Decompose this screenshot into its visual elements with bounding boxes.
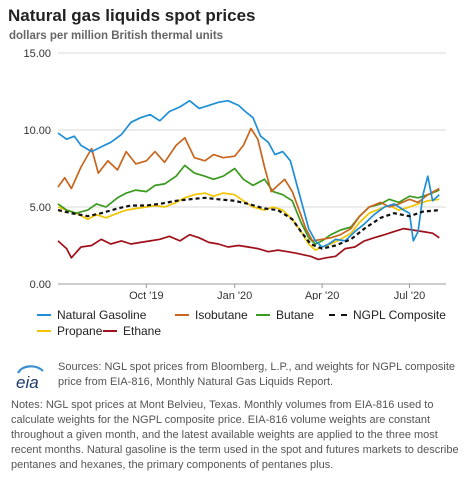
y-axis-ticks: 0.00 5.00 10.00 15.00 [23, 48, 51, 291]
y-tick-label: 5.00 [30, 202, 51, 214]
legend-item-ngpl-composite[interactable]: NGPL Composite [329, 308, 446, 322]
legend-label: Isobutane [195, 308, 248, 322]
series-line-natural-gasoline [57, 99, 440, 248]
sources-text: Sources: NGL spot prices from Bloomberg,… [58, 361, 455, 388]
series-lines [57, 99, 440, 261]
legend-label: NGPL Composite [353, 308, 446, 322]
x-tick-label: Jan '20 [217, 290, 252, 300]
y-tick-label: 10.00 [23, 125, 51, 137]
series-line-isobutane [57, 127, 440, 242]
svg-text:eia: eia [16, 373, 39, 392]
legend-item-butane[interactable]: Butane [256, 308, 314, 322]
x-tick-label: Oct '19 [129, 290, 164, 300]
legend-item-isobutane[interactable]: Isobutane [175, 308, 248, 322]
y-tick-label: 15.00 [23, 48, 51, 60]
chart-subtitle: dollars per million British thermal unit… [9, 30, 224, 42]
chart-title: Natural gas liquids spot prices [8, 6, 256, 25]
legend-label: Ethane [123, 324, 162, 338]
series-line-ethane [57, 227, 440, 261]
x-tick-label: Jul '20 [394, 290, 425, 300]
eia-logo: eia [16, 365, 44, 392]
notes-text: Notes: NGL spot prices at Mont Belvieu, … [11, 399, 459, 471]
legend-label: Butane [276, 308, 315, 322]
legend-swatch [37, 330, 51, 332]
legend-swatch [37, 314, 51, 316]
x-tick-label: Apr '20 [305, 290, 340, 300]
y-tick-label: 0.00 [30, 279, 51, 291]
legend-item-propane[interactable]: Propane [37, 324, 102, 338]
legend-label: Propane [57, 324, 103, 338]
legend-swatch [256, 314, 270, 316]
legend-item-natural-gasoline[interactable]: Natural Gasoline [37, 308, 146, 322]
legend-swatch [329, 314, 347, 316]
series-line-ngpl-composite [57, 196, 440, 250]
legend-swatch [175, 314, 189, 316]
series-line-propane [57, 192, 440, 251]
legend-swatch [103, 330, 117, 332]
line-chart: 0.00 5.00 10.00 15.00 Oct '19 Jan '20 Apr '20… [23, 48, 446, 300]
legend-item-ethane[interactable]: Ethane [103, 324, 161, 338]
x-axis-ticks: Oct '19 Jan '20 Apr '20 Jul '20 [129, 284, 425, 300]
legend-label: Natural Gasoline [57, 308, 147, 322]
